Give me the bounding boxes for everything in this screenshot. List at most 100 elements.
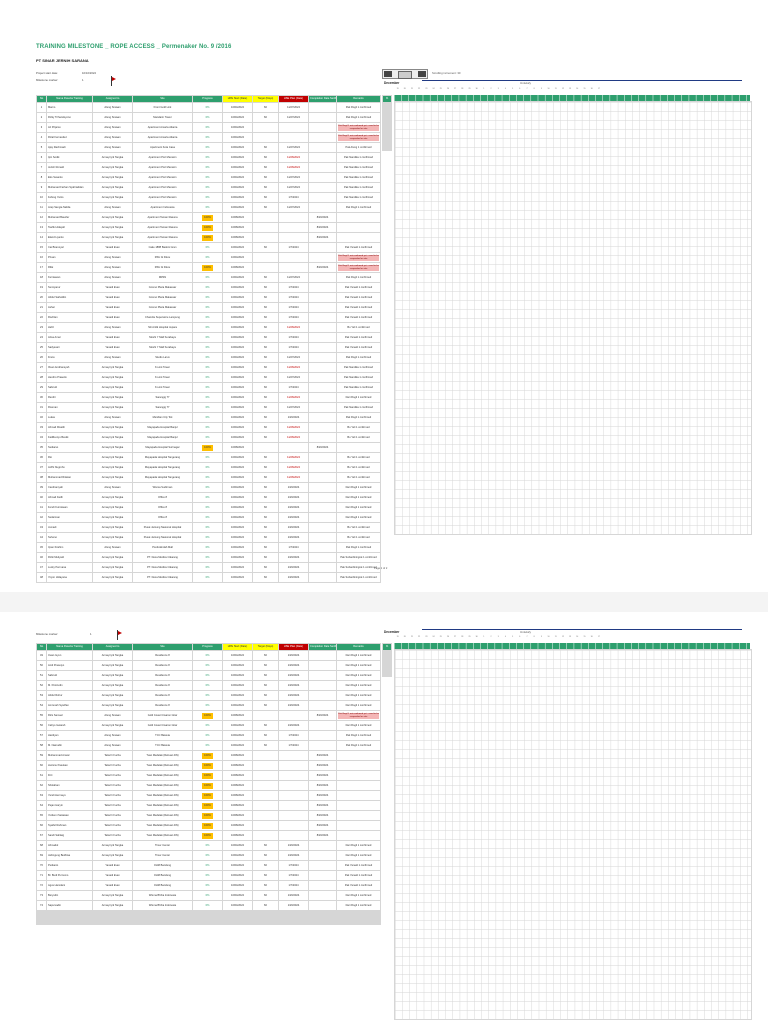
- hpe-start-date[interactable]: 10/04/2024: [222, 690, 253, 701]
- completion-date[interactable]: [308, 720, 337, 731]
- hse-plan-date[interactable]: 1/26/2024: [278, 512, 309, 523]
- site-name[interactable]: Office 8: [132, 492, 193, 503]
- progress-cell[interactable]: 0%: [192, 670, 223, 681]
- progress-cell[interactable]: 0%: [192, 880, 223, 891]
- hpe-start-date[interactable]: 10/04/2024: [222, 352, 253, 363]
- scroll-increment-value[interactable]: 30: [457, 71, 461, 75]
- row-no[interactable]: 7: [36, 162, 47, 173]
- hpe-start-date[interactable]: 10/04/2024: [222, 152, 253, 163]
- site-name[interactable]: Tuan Medelak (Rebuan DN): [132, 790, 193, 801]
- participant-name[interactable]: Sabrudi: [46, 670, 93, 681]
- col-done-2[interactable]: Completion Date Sertifikat: [308, 643, 337, 651]
- remarks-cell[interactable]: [336, 810, 381, 821]
- completion-date[interactable]: 8/20/2024: [308, 750, 337, 761]
- completion-date[interactable]: [308, 122, 337, 133]
- hse-plan-date[interactable]: 1/26/2024: [278, 562, 309, 573]
- hse-plan-date[interactable]: 1/26/2024: [278, 850, 309, 861]
- progress-cell[interactable]: 0%: [192, 552, 223, 563]
- remarks-cell[interactable]: Dari Rogil 1 confirmed: [336, 680, 381, 691]
- assigned-to[interactable]: Alung Srawan: [92, 202, 133, 213]
- remarks-cell[interactable]: Pak Yanadi 1 confirmed: [336, 302, 381, 313]
- assigned-to[interactable]: Armaynyrk Tangka: [92, 552, 133, 563]
- target-days[interactable]: 60: [252, 522, 279, 533]
- assigned-to[interactable]: Alung Srawan: [92, 122, 133, 133]
- row-no[interactable]: 39: [36, 482, 47, 493]
- hse-plan-date[interactable]: 1/26/2024: [278, 700, 309, 711]
- hse-plan-date[interactable]: 1/26/2024: [278, 492, 309, 503]
- hse-plan-date[interactable]: 1/26/2024: [278, 660, 309, 671]
- hse-plan-date[interactable]: [278, 212, 309, 223]
- progress-cell[interactable]: 0%: [192, 182, 223, 193]
- target-days[interactable]: 60: [252, 342, 279, 353]
- progress-cell[interactable]: 0%: [192, 162, 223, 173]
- row-no[interactable]: 9: [36, 182, 47, 193]
- row-no[interactable]: 67: [36, 830, 47, 841]
- participant-name[interactable]: Muhammad Ridwan: [46, 472, 93, 483]
- site-name[interactable]: Tuan Medelak (Rebuan DN): [132, 780, 193, 791]
- site-name[interactable]: Apartment Port Mansion: [132, 152, 193, 163]
- participant-name[interactable]: Sandi Sahlaig: [46, 830, 93, 841]
- completion-date[interactable]: [308, 372, 337, 383]
- completion-date[interactable]: [308, 152, 337, 163]
- hpe-start-date[interactable]: 10/04/2024: [222, 680, 253, 691]
- hpe-start-date[interactable]: 10/04/2024: [222, 740, 253, 751]
- assigned-to[interactable]: Yanadi Evan: [92, 332, 133, 343]
- assigned-to[interactable]: Yanadi Evan: [92, 302, 133, 313]
- participant-name[interactable]: Suheno: [46, 532, 93, 543]
- participant-name[interactable]: Eko Susanto: [46, 172, 93, 183]
- col-remarks-2[interactable]: Remarks: [336, 643, 381, 651]
- progress-cell[interactable]: 0%: [192, 122, 223, 133]
- assigned-to[interactable]: Tatia Fi Fucha: [92, 800, 133, 811]
- row-no[interactable]: 21: [36, 302, 47, 313]
- remarks-cell[interactable]: Pak Rogil 1 confirmed: [336, 272, 381, 283]
- row-no[interactable]: 68: [36, 840, 47, 851]
- participant-name[interactable]: Rizal Fernandez: [46, 132, 93, 143]
- progress-cell[interactable]: 0%: [192, 850, 223, 861]
- progress-cell[interactable]: 0%: [192, 152, 223, 163]
- hpe-start-date[interactable]: 10/04/2024: [222, 252, 253, 263]
- completion-date[interactable]: [308, 392, 337, 403]
- remarks-cell[interactable]: Pak Suhardiningrat 1 confirmed: [336, 552, 381, 563]
- hse-plan-date[interactable]: [278, 122, 309, 133]
- assigned-to[interactable]: Armaynyrk Tangka: [92, 232, 133, 243]
- row-no[interactable]: 41: [36, 502, 47, 513]
- hpe-start-date[interactable]: 10/04/2024: [222, 572, 253, 583]
- hpe-start-date[interactable]: 10/04/2024: [222, 432, 253, 443]
- participant-name[interactable]: Pejan Haryin: [46, 800, 93, 811]
- assigned-to[interactable]: Armaynyrk Tangka: [92, 690, 133, 701]
- hse-plan-date[interactable]: [278, 760, 309, 771]
- progress-cell[interactable]: 0%: [192, 860, 223, 871]
- row-no[interactable]: 8: [36, 172, 47, 183]
- row-no[interactable]: 30: [36, 392, 47, 403]
- progress-cell[interactable]: 0%: [192, 292, 223, 303]
- remarks-cell[interactable]: Pak Rogil 1 confirmed: [336, 730, 381, 741]
- participant-name[interactable]: Rifai: [46, 262, 93, 273]
- site-name[interactable]: Siti Ardik Hospital Jepara: [132, 322, 193, 333]
- completion-date[interactable]: 8/20/2024: [308, 790, 337, 801]
- remarks-cell[interactable]: Pak Yanadi 1 confirmed: [336, 292, 381, 303]
- assigned-to[interactable]: Alung Srawan: [92, 102, 133, 113]
- hpe-start-date[interactable]: 10/04/2024: [222, 272, 253, 283]
- progress-cell[interactable]: 0%: [192, 302, 223, 313]
- row-no[interactable]: 61: [36, 770, 47, 781]
- hpe-start-date[interactable]: 10/04/2024: [222, 322, 253, 333]
- mark-cell[interactable]: [382, 149, 392, 151]
- progress-cell[interactable]: 0%: [192, 322, 223, 333]
- target-days[interactable]: 60: [252, 670, 279, 681]
- remarks-cell[interactable]: Dari Rogil 1 confirmed: [336, 890, 381, 901]
- hse-plan-date[interactable]: 1/26/2024: [278, 890, 309, 901]
- hpe-start-date[interactable]: 10/08/2024: [222, 770, 253, 781]
- hpe-start-date[interactable]: 10/04/2024: [222, 342, 253, 353]
- remarks-cell[interactable]: Dari Rogil 1 confirmed: [336, 392, 381, 403]
- target-days[interactable]: 60: [252, 182, 279, 193]
- progress-cell[interactable]: 0%: [192, 740, 223, 751]
- progress-cell[interactable]: 0%: [192, 660, 223, 671]
- row-no[interactable]: 53: [36, 690, 47, 701]
- participant-name[interactable]: Arap Sangia Nabila: [46, 202, 93, 213]
- target-days[interactable]: [252, 760, 279, 771]
- participant-name[interactable]: Ipin Sodik: [46, 152, 93, 163]
- col-target-2[interactable]: Target (Days): [252, 643, 279, 651]
- col-site-2[interactable]: Site: [132, 643, 193, 651]
- completion-date[interactable]: 8/20/2024: [308, 232, 337, 243]
- hse-plan-date[interactable]: [278, 132, 309, 143]
